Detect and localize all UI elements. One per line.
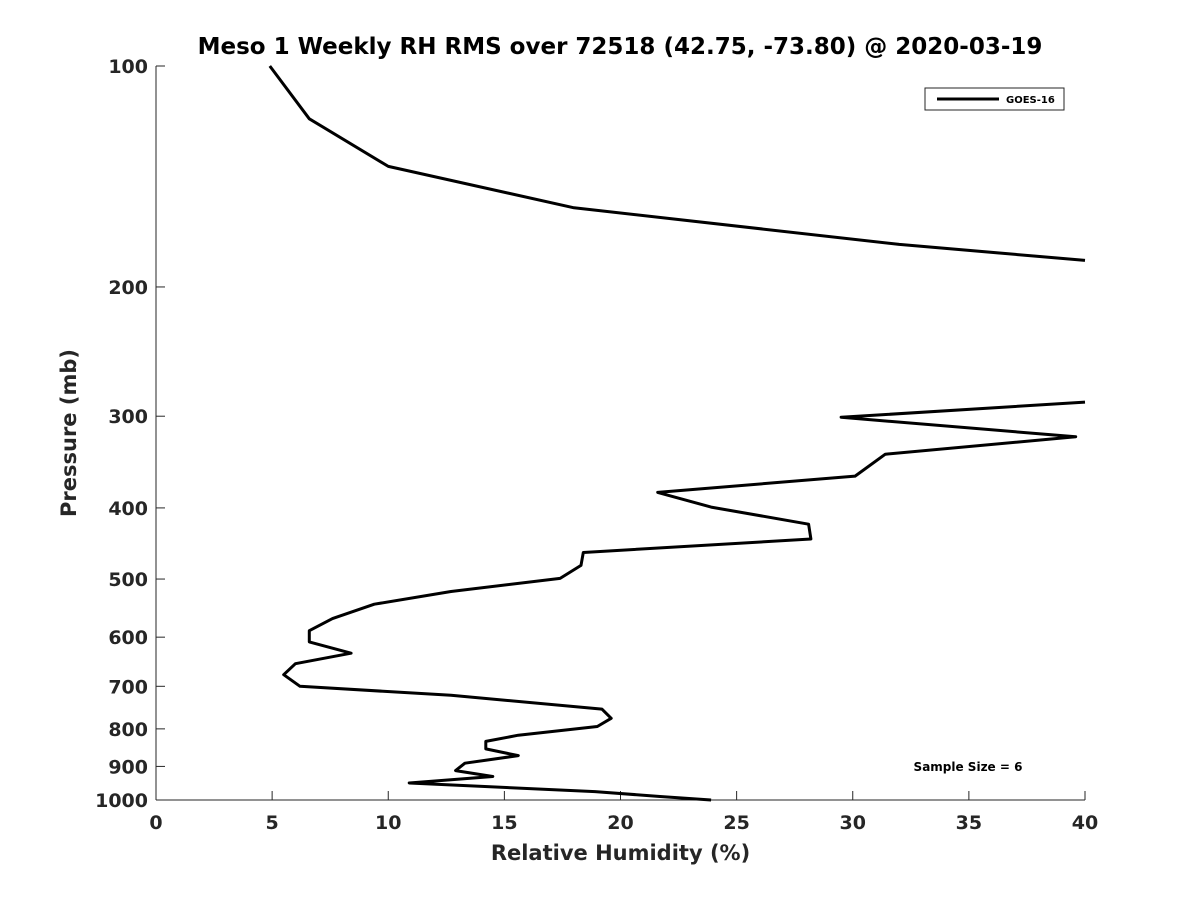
series-line-goes-16-2 — [282, 400, 1086, 802]
legend-label-goes-16: GOES-16 — [1006, 95, 1055, 106]
sample-size-annotation: Sample Size = 6 — [914, 760, 1023, 774]
chart-title: Meso 1 Weekly RH RMS over 72518 (42.75, … — [198, 34, 1043, 60]
y-tick-label-0: 100 — [108, 56, 148, 78]
series-line-goes-16-1 — [268, 65, 1086, 262]
x-tick-label-4: 20 — [607, 812, 633, 834]
x-axis-ticks: 0 5 10 15 20 25 30 35 40 — [149, 791, 1098, 834]
y-tick-label-5: 600 — [108, 627, 148, 649]
y-tick-label-1: 200 — [108, 277, 148, 299]
x-tick-label-7: 35 — [956, 812, 982, 834]
x-tick-label-0: 0 — [149, 812, 162, 834]
y-axis-label: Pressure (mb) — [57, 349, 81, 517]
x-tick-label-8: 40 — [1072, 812, 1098, 834]
y-tick-label-6: 700 — [108, 676, 148, 698]
y-tick-label-3: 400 — [108, 498, 148, 520]
x-tick-label-2: 10 — [375, 812, 401, 834]
x-tick-label-5: 25 — [723, 812, 749, 834]
x-tick-label-3: 15 — [491, 812, 517, 834]
y-axis-ticks: 100 200 300 400 500 600 700 800 900 1000 — [95, 56, 165, 812]
y-tick-label-2: 300 — [108, 406, 148, 428]
x-tick-label-6: 30 — [840, 812, 866, 834]
y-tick-label-7: 800 — [108, 719, 148, 741]
y-tick-label-4: 500 — [108, 569, 148, 591]
series-group — [268, 65, 1086, 802]
legend: GOES-16 — [924, 87, 1065, 111]
y-tick-label-9: 1000 — [95, 790, 148, 812]
y-tick-label-8: 900 — [108, 756, 148, 778]
x-tick-label-1: 5 — [266, 812, 279, 834]
x-axis-label: Relative Humidity (%) — [491, 841, 750, 865]
